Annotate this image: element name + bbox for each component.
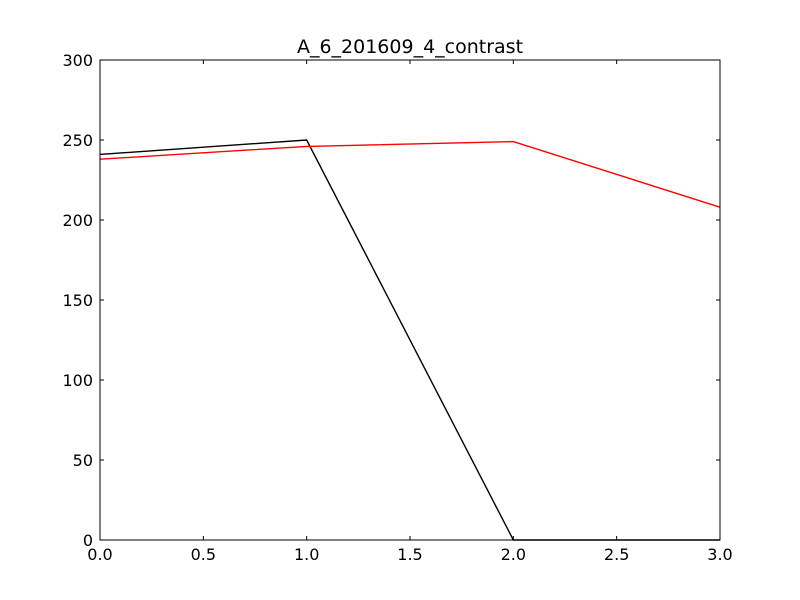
x-tick-label: 0.0 xyxy=(87,545,112,564)
x-tick-label: 1.0 xyxy=(294,545,319,564)
x-tick-label: 0.5 xyxy=(191,545,216,564)
y-tick-label: 50 xyxy=(73,451,93,470)
y-tick-label: 150 xyxy=(62,291,93,310)
plot-frame xyxy=(99,59,721,541)
x-tick-label: 2.5 xyxy=(604,545,629,564)
y-tick-label: 200 xyxy=(62,211,93,230)
y-tick-label: 100 xyxy=(62,371,93,390)
series-line-2 xyxy=(99,140,721,208)
series-line-1 xyxy=(99,139,720,541)
y-tick-label: 250 xyxy=(62,131,93,150)
y-tick-label: 0 xyxy=(83,531,93,550)
chart-title: A_6_201609_4_contrast xyxy=(297,36,523,58)
x-tick-label: 1.5 xyxy=(397,545,422,564)
series-layer xyxy=(99,139,721,541)
x-tick-label: 3.0 xyxy=(707,545,732,564)
y-tick-label: 300 xyxy=(62,51,93,70)
axes-layer: 0.0 0.5 1.0 1.5 2.0 2.5 3.0 0 50 100 150 200 250 300 xyxy=(62,51,732,564)
x-tick-label: 2.0 xyxy=(501,545,526,564)
